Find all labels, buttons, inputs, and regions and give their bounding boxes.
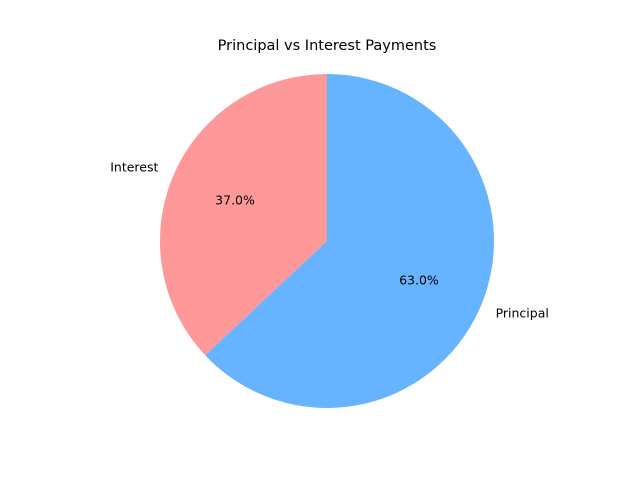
pie-slices [159, 74, 494, 408]
slice-label-principal: Principal [496, 305, 549, 320]
slice-pct-interest: 37.0% [215, 193, 255, 208]
slice-label-interest: Interest [110, 160, 158, 175]
pie-labels: Interest 37.0% Principal 63.0% [110, 160, 549, 321]
pie-slice-principal [205, 74, 494, 408]
pie-slice-interest [159, 74, 327, 356]
slice-pct-principal: 63.0% [399, 272, 439, 287]
chart-title: Principal vs Interest Payments [218, 38, 437, 54]
